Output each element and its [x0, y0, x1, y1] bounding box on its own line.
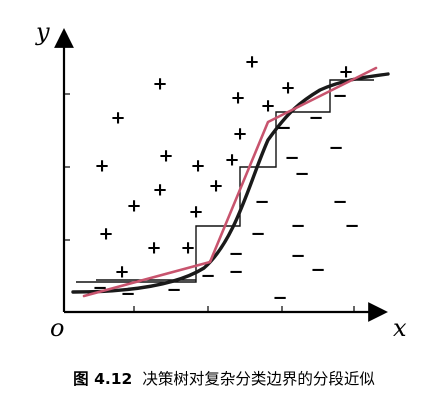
- negative-sample: −: [332, 192, 347, 213]
- positive-sample: +: [232, 124, 247, 145]
- positive-sample: +: [208, 176, 223, 197]
- negative-sample: −: [254, 192, 269, 213]
- positive-sample: +: [180, 238, 195, 259]
- figure-caption: 图 4.12 决策树对复杂分类边界的分段近似: [0, 367, 448, 389]
- negative-sample: −: [328, 138, 343, 159]
- positive-sample: +: [260, 96, 275, 117]
- negative-sample: −: [308, 108, 323, 129]
- negative-sample: −: [344, 216, 359, 237]
- caption-text: 决策树对复杂分类边界的分段近似: [142, 370, 375, 388]
- negative-sample: −: [228, 244, 243, 265]
- positive-sample: +: [230, 88, 245, 109]
- negative-sample: −: [120, 284, 135, 305]
- positive-sample: +: [158, 146, 173, 167]
- negative-sample: −: [250, 224, 265, 245]
- positive-sample: +: [152, 180, 167, 201]
- origin-label: o: [50, 314, 64, 342]
- negative-sample: −: [272, 288, 287, 309]
- negative-sample: −: [92, 278, 107, 299]
- negative-sample: −: [276, 118, 291, 139]
- negative-sample: −: [166, 280, 181, 301]
- negative-sample: −: [290, 216, 305, 237]
- negative-sample: −: [228, 262, 243, 283]
- negative-samples: −−−− −−−−−−−− −−−−−− −−: [92, 86, 359, 309]
- y-axis-label: y: [35, 18, 50, 46]
- negative-sample: −: [294, 164, 309, 185]
- negative-sample: −: [200, 266, 215, 287]
- positive-sample: +: [188, 202, 203, 223]
- positive-sample: +: [94, 156, 109, 177]
- negative-sample: −: [332, 86, 347, 107]
- negative-sample: −: [284, 148, 299, 169]
- positive-sample: +: [190, 156, 205, 177]
- positive-sample: +: [224, 150, 239, 171]
- x-axis-label: x: [393, 314, 407, 342]
- positive-sample: +: [110, 108, 125, 129]
- positive-sample: +: [280, 78, 295, 99]
- true-boundary-curve: [71, 72, 390, 294]
- negative-sample: −: [310, 260, 325, 281]
- positive-sample: +: [98, 224, 113, 245]
- negative-sample: −: [290, 246, 305, 267]
- figure-number: 图 4.12: [73, 370, 133, 388]
- positive-samples: ++ ++++ ++ + + ++++ ++++ ++: [94, 52, 353, 283]
- positive-sample: +: [152, 74, 167, 95]
- positive-sample: +: [126, 196, 141, 217]
- positive-sample: +: [146, 238, 161, 259]
- positive-sample: +: [338, 62, 353, 83]
- piecewise-linear-approximation: [82, 66, 378, 298]
- positive-sample: +: [114, 262, 129, 283]
- positive-sample: +: [244, 52, 259, 73]
